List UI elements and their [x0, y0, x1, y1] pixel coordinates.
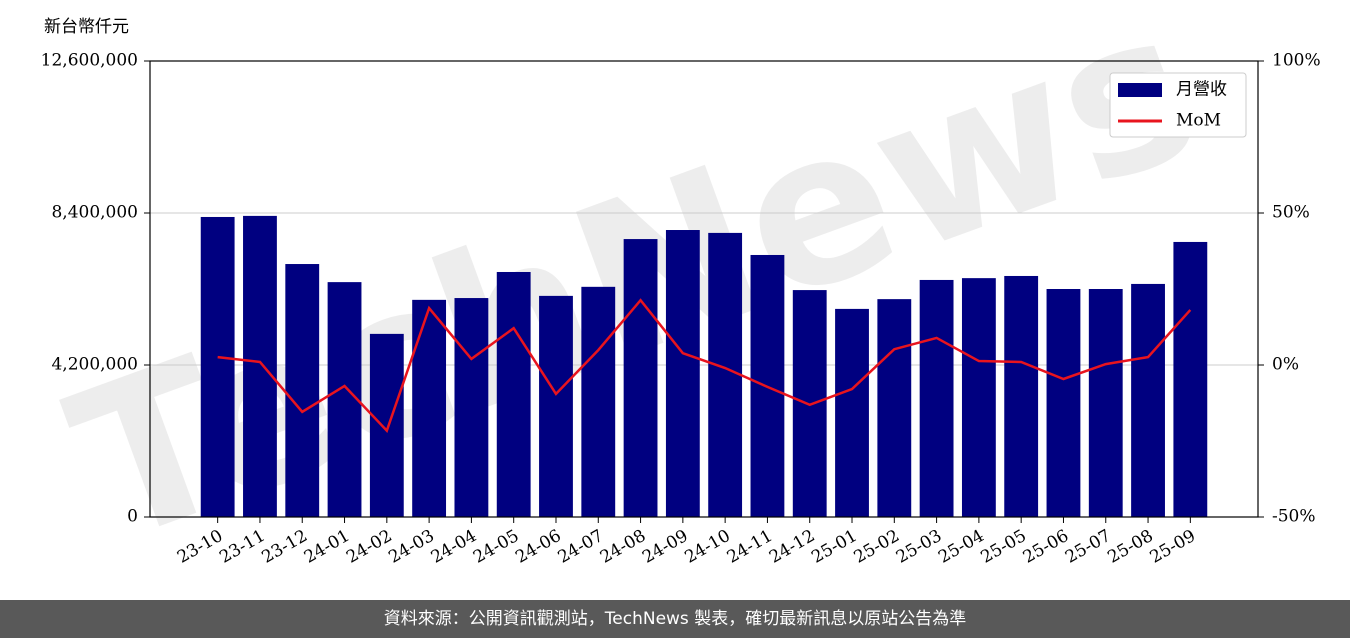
y-tick-label: 12,600,000 — [41, 51, 138, 71]
footer: 資料來源：公開資訊觀測站，TechNews 製表，確切最新訊息以原站公告為準 — [0, 600, 1350, 638]
x-tick-label: 25-09 — [1147, 526, 1199, 568]
bar — [285, 264, 320, 517]
bar — [708, 232, 743, 517]
x-tick-label: 24-04 — [428, 526, 480, 568]
bar — [1046, 289, 1081, 517]
x-tick-label: 25-07 — [1062, 526, 1114, 568]
bar — [581, 286, 616, 517]
x-tick-label: 25-03 — [893, 526, 945, 568]
legend-label: 月營收 — [1176, 80, 1227, 100]
bar — [412, 299, 447, 517]
y-tick-label: 4,200,000 — [51, 355, 138, 375]
x-tick-label: 25-02 — [851, 526, 903, 568]
y-tick-label: 0 — [127, 507, 138, 527]
bar — [919, 279, 954, 517]
x-tick-label: 24-11 — [724, 526, 776, 568]
bar — [200, 216, 235, 517]
x-tick-label: 24-03 — [385, 526, 437, 568]
y2-tick-label: 100% — [1272, 51, 1321, 71]
x-tick-label: 25-01 — [808, 526, 860, 568]
x-tick-label: 24-05 — [470, 526, 522, 568]
plot-frame — [149, 60, 1259, 518]
x-tick-label: 24-02 — [343, 526, 395, 568]
y2-tick-label: -50% — [1272, 507, 1316, 527]
x-tick-label: 25-04 — [935, 526, 987, 568]
x-tick-label: 24-12 — [766, 526, 818, 568]
bar — [369, 333, 404, 517]
x-tick-label: 24-07 — [555, 526, 607, 568]
y2-tick-label: 50% — [1272, 203, 1310, 223]
y2-tick-label: 0% — [1272, 355, 1299, 375]
legend-swatch — [1118, 83, 1162, 97]
x-tick-label: 25-08 — [1104, 526, 1156, 568]
x-tick-label: 24-01 — [301, 526, 353, 568]
x-tick-label: 25-05 — [977, 526, 1029, 568]
mom-line — [217, 298, 1192, 434]
x-tick-label: 24-06 — [512, 526, 564, 568]
bar — [1004, 275, 1039, 517]
x-tick-label: 25-06 — [1020, 526, 1072, 568]
legend-label: MoM — [1176, 111, 1221, 131]
x-tick-label: 24-09 — [639, 526, 691, 568]
bar — [665, 230, 700, 517]
x-tick-label: 24-10 — [681, 526, 733, 568]
bar — [496, 271, 531, 517]
bar — [454, 298, 489, 517]
bar — [961, 278, 996, 517]
y-tick-label: 8,400,000 — [51, 203, 138, 223]
chart: 新台幣仟元 TechNews 04,200,0008,400,00012,600… — [41, 0, 1321, 591]
bar — [835, 308, 869, 517]
bar — [1173, 241, 1208, 517]
bar — [877, 299, 912, 517]
bar — [623, 239, 658, 518]
bar — [1131, 283, 1165, 517]
bar — [1088, 289, 1123, 517]
x-tick-label: 24-08 — [597, 526, 649, 568]
bar — [243, 215, 277, 517]
y-axis-label: 新台幣仟元 — [44, 17, 129, 37]
bar — [539, 295, 573, 517]
